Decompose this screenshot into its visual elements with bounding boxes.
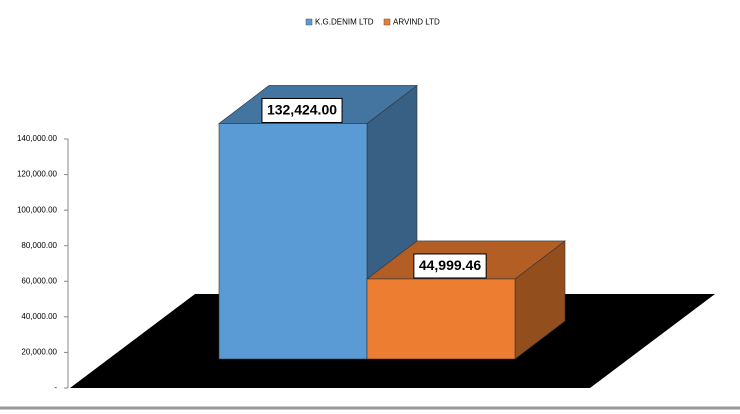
value-label-box — [413, 253, 487, 279]
value-label: 44,999.46 — [419, 257, 481, 273]
bar — [366, 278, 516, 360]
y-tick-label: 80,000.00 — [21, 241, 57, 250]
y-tick-label: 40,000.00 — [21, 312, 57, 321]
bar — [218, 123, 368, 360]
legend-label: ARVIND LTD — [393, 18, 440, 27]
value-label-box — [261, 97, 343, 123]
legend-label: K.G.DENIM LTD — [315, 18, 374, 27]
y-tick-label: 20,000.00 — [21, 348, 57, 357]
legend-swatch — [305, 18, 313, 26]
y-tick-label: 60,000.00 — [21, 276, 57, 285]
y-tick-label: 100,000.00 — [17, 205, 58, 214]
legend-swatch — [383, 18, 391, 26]
y-tick-label: 120,000.00 — [17, 170, 58, 179]
y-tick-label: 140,000.00 — [17, 134, 58, 143]
value-label: 132,424.00 — [267, 102, 337, 118]
y-tick-label: - — [54, 383, 57, 392]
